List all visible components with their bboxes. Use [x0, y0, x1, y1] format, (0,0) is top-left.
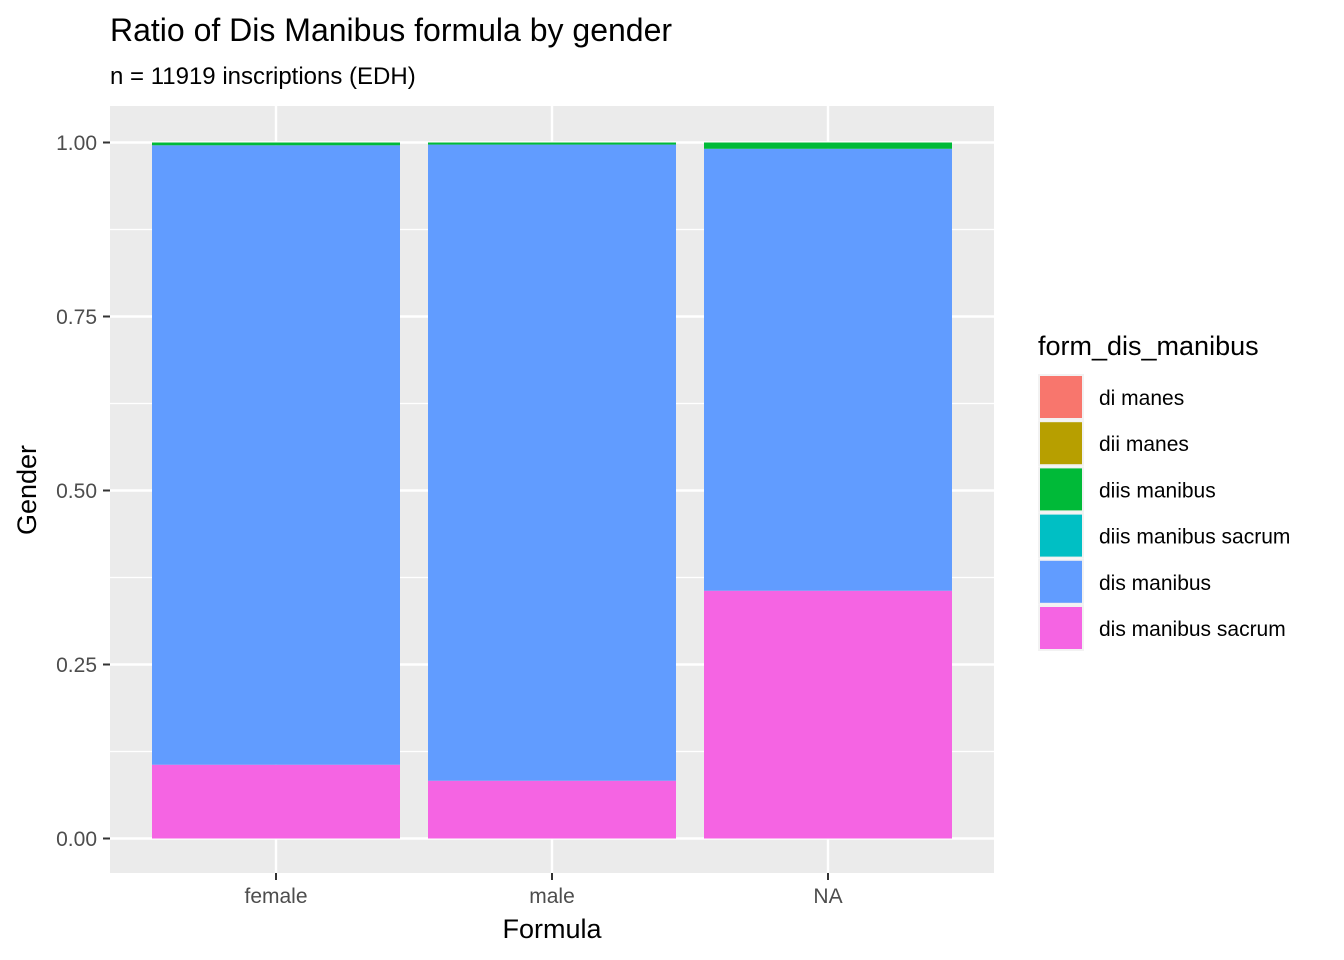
bar-segment [152, 142, 400, 146]
bar-segment [428, 142, 676, 145]
bar-segment [704, 142, 952, 149]
legend-key-swatch [1040, 376, 1082, 418]
y-axis-title: Gender [12, 445, 42, 535]
y-tick-label: 0.25 [56, 654, 97, 677]
bar-segment [152, 145, 400, 765]
y-tick-label: 0.75 [56, 306, 97, 329]
legend-item-label: di manes [1099, 387, 1184, 410]
x-tick-label: NA [813, 885, 842, 908]
legend-item-label: diis manibus [1099, 479, 1216, 502]
x-tick-label: male [529, 885, 575, 908]
y-tick-label: 0.00 [56, 828, 97, 851]
x-tick-label: female [244, 885, 307, 908]
legend-key-swatch [1040, 468, 1082, 511]
bar-segment [704, 590, 952, 839]
legend-key-swatch [1040, 422, 1082, 465]
legend-title: form_dis_manibus [1038, 331, 1259, 361]
bar-segment [428, 144, 676, 781]
bar-segment [428, 780, 676, 839]
legend-item-label: dis manibus [1099, 572, 1211, 595]
bar-segment [704, 148, 952, 591]
axes: 0.00 0.25 0.50 0.75 1.00 female male NA [56, 132, 842, 908]
legend-key-swatch [1040, 607, 1082, 649]
chart-title: Ratio of Dis Manibus formula by gender [110, 12, 672, 48]
legend-item-label: diis manibus sacrum [1099, 526, 1290, 549]
legend-item-label: dii manes [1099, 433, 1189, 456]
y-tick-label: 1.00 [56, 132, 97, 155]
legend-key-swatch [1040, 560, 1082, 603]
chart-subtitle: n = 11919 inscriptions (EDH) [110, 63, 416, 90]
legend-item-label: dis manibus sacrum [1099, 618, 1286, 641]
legend: form_dis_manibus di manes dii manes diis m… [1038, 331, 1290, 651]
x-axis-title: Formula [502, 914, 602, 944]
legend-key-swatch [1040, 514, 1082, 557]
y-tick-label: 0.50 [56, 480, 97, 503]
bars [152, 142, 952, 839]
bar-segment [152, 764, 400, 839]
